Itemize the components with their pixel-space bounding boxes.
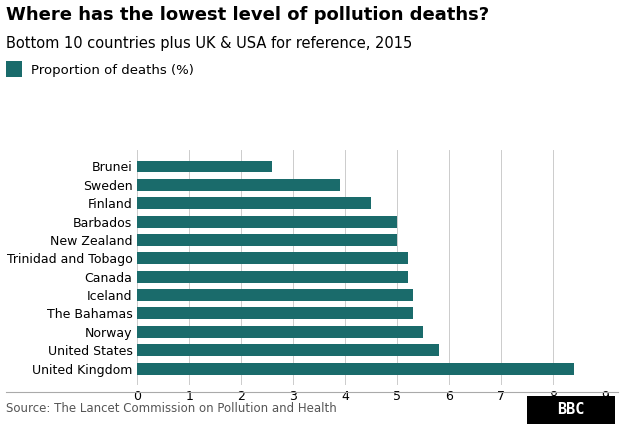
- Bar: [137, 179, 340, 191]
- Bar: [137, 234, 397, 246]
- Bar: [137, 216, 397, 228]
- Bar: [137, 344, 439, 356]
- Bar: [137, 289, 413, 301]
- Bar: [137, 326, 423, 338]
- Text: Source: The Lancet Commission on Pollution and Health: Source: The Lancet Commission on Polluti…: [6, 402, 337, 415]
- Text: Proportion of deaths (%): Proportion of deaths (%): [31, 64, 194, 77]
- Bar: [137, 160, 273, 172]
- Bar: [137, 307, 413, 319]
- Text: Bottom 10 countries plus UK & USA for reference, 2015: Bottom 10 countries plus UK & USA for re…: [6, 36, 412, 51]
- Text: Where has the lowest level of pollution deaths?: Where has the lowest level of pollution …: [6, 6, 489, 24]
- Bar: [137, 363, 574, 374]
- Bar: [137, 197, 371, 209]
- Bar: [137, 271, 407, 282]
- Text: BBC: BBC: [557, 402, 585, 417]
- Bar: [137, 253, 407, 264]
